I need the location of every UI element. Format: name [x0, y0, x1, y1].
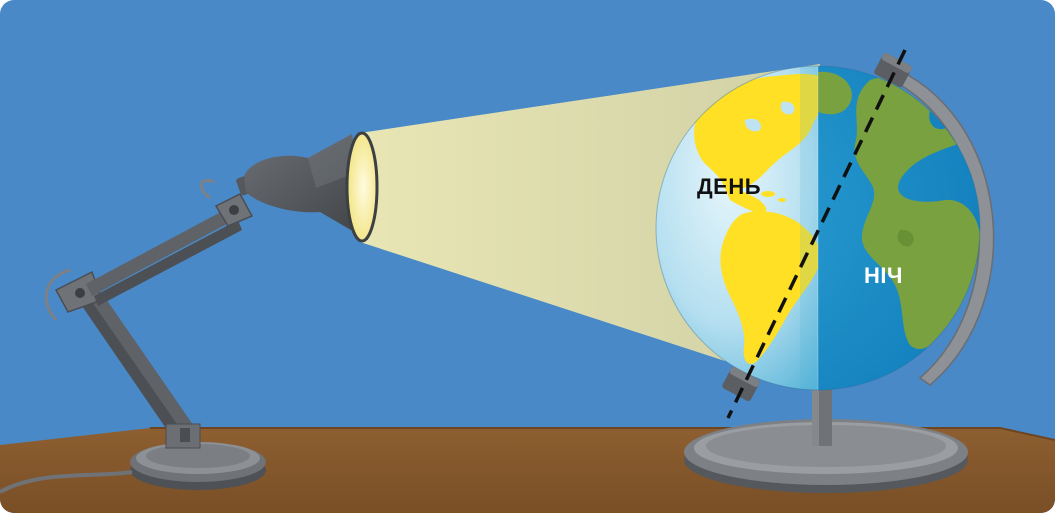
axis-cap-top: [874, 52, 912, 88]
lamp-base: [130, 442, 266, 490]
earth-axis: [726, 49, 907, 419]
lamp-arm-upper: [86, 179, 242, 306]
globe-stand: [684, 388, 968, 493]
lamp-shade: [244, 131, 379, 243]
lamp-arm-lower: [82, 296, 201, 449]
night-label: НІЧ: [864, 263, 903, 288]
day-label: ДЕНЬ: [697, 174, 762, 199]
lamp-bulb-opening: [345, 131, 379, 243]
lamp-cable: [0, 470, 133, 494]
